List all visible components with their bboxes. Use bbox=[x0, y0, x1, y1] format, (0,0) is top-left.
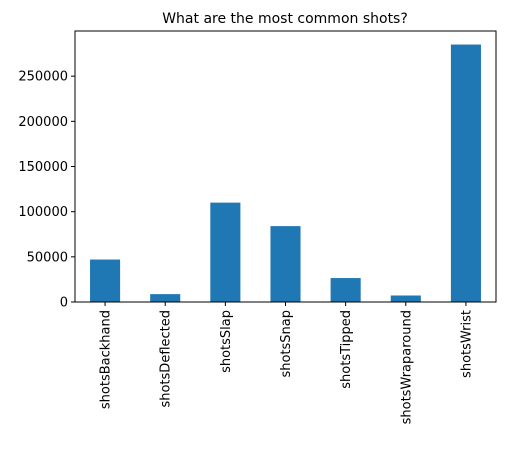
bar-shotsWrist bbox=[450, 44, 481, 303]
y-tick-label: 50000 bbox=[27, 250, 68, 265]
chart-title: What are the most common shots? bbox=[162, 11, 408, 27]
bar-shotsSnap bbox=[270, 226, 301, 302]
x-tick-label: shotsDeflected bbox=[159, 310, 174, 408]
y-tick-label: 200000 bbox=[18, 115, 68, 130]
x-tick-label: shotsWrist bbox=[459, 310, 474, 378]
x-tick-label: shotsWraparound bbox=[399, 310, 414, 424]
x-tick-label: shotsBackhand bbox=[99, 310, 114, 409]
x-tick-label: shotsSlap bbox=[219, 310, 234, 373]
y-tick-label: 150000 bbox=[18, 160, 68, 175]
y-tick-label: 0 bbox=[60, 296, 68, 311]
y-tick-label: 100000 bbox=[18, 205, 68, 220]
x-tick-label: shotsSnap bbox=[279, 310, 294, 378]
bar-shotsTipped bbox=[330, 278, 361, 302]
bar-shotsSlap bbox=[210, 202, 241, 302]
x-tick-label: shotsTipped bbox=[339, 310, 354, 389]
bar-shotsDeflected bbox=[150, 294, 181, 302]
plot-area: 0 50000 100000 150000 200000 250000 shotsBackh… bbox=[18, 30, 497, 424]
bar-shotsBackhand bbox=[90, 259, 121, 302]
bar-shotsWraparound bbox=[390, 295, 421, 302]
y-tick-label: 250000 bbox=[18, 70, 68, 85]
